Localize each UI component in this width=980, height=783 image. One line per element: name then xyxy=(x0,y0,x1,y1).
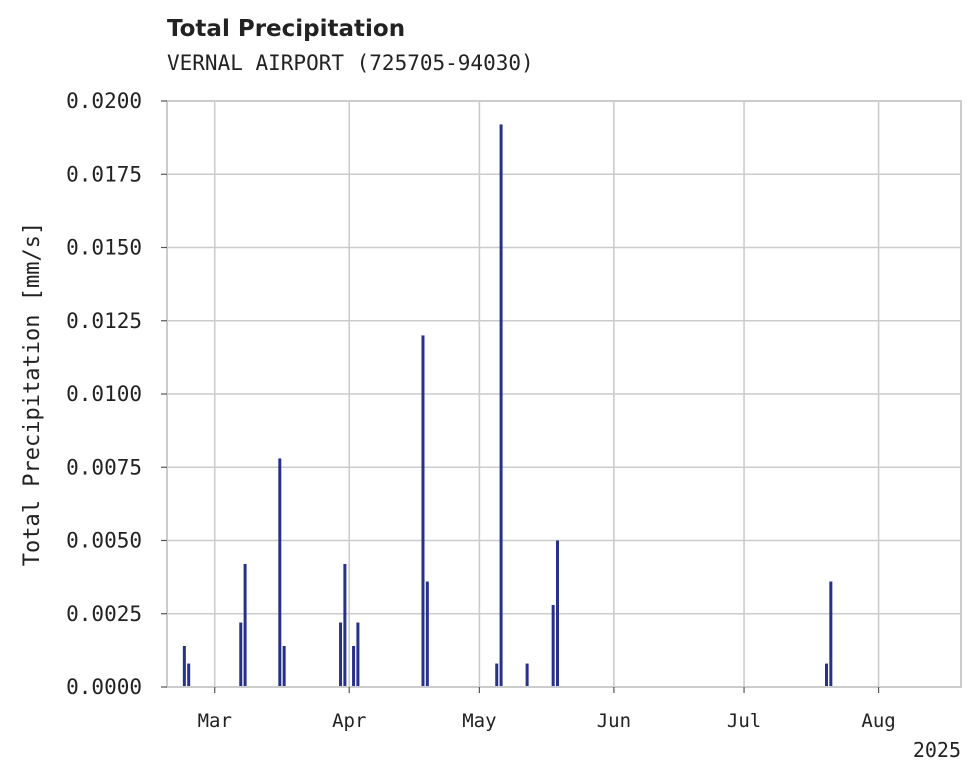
x-axis-ticks: Mar Apr May Jun Jul Aug xyxy=(198,687,896,732)
y-axis-label: Total Precipitation [mm/s] xyxy=(20,222,45,566)
x-tick-label: May xyxy=(462,710,496,732)
x-tick-label: Jul xyxy=(727,710,761,732)
y-tick-label: 0.0175 xyxy=(66,162,142,186)
precipitation-bar xyxy=(829,581,833,687)
y-tick-label: 0.0100 xyxy=(66,382,142,406)
y-tick-label: 0.0125 xyxy=(66,309,142,333)
y-tick-label: 0.0025 xyxy=(66,602,142,626)
precipitation-bar xyxy=(282,645,286,687)
x-tick-label: Mar xyxy=(198,710,232,732)
x-axis-year-label: 2025 xyxy=(913,738,961,762)
grid-lines xyxy=(167,100,961,688)
chart-title: Total Precipitation xyxy=(167,16,406,42)
precipitation-bar xyxy=(182,645,186,687)
precipitation-bar xyxy=(187,663,191,687)
x-tick-label: Apr xyxy=(332,710,366,732)
y-tick-label: 0.0000 xyxy=(66,675,142,699)
precipitation-bar xyxy=(525,663,529,687)
y-tick-label: 0.0200 xyxy=(66,89,142,113)
precipitation-bar xyxy=(352,645,356,687)
x-tick-label: Aug xyxy=(861,710,895,732)
precipitation-bar xyxy=(555,540,559,687)
y-tick-label: 0.0150 xyxy=(66,236,142,260)
precipitation-bar xyxy=(499,124,503,687)
precipitation-bar xyxy=(239,622,243,687)
y-axis-ticks: 0.0000 0.0025 0.0050 0.0075 0.0100 0.0125 0.01… xyxy=(66,89,167,699)
precipitation-bar xyxy=(425,581,429,687)
precipitation-bar xyxy=(824,663,828,687)
precipitation-bar xyxy=(495,663,499,687)
y-tick-label: 0.0075 xyxy=(66,455,142,479)
precipitation-bar xyxy=(243,563,247,687)
precipitation-bar xyxy=(278,458,282,687)
precipitation-bar xyxy=(551,604,555,687)
precipitation-bar xyxy=(421,335,425,687)
y-tick-label: 0.0050 xyxy=(66,529,142,553)
precipitation-bar xyxy=(343,563,347,687)
chart-subtitle: VERNAL AIRPORT (725705-94030) xyxy=(167,51,534,75)
precipitation-bar xyxy=(339,622,343,687)
x-tick-label: Jun xyxy=(597,710,631,732)
precipitation-bar xyxy=(356,622,360,687)
precipitation-bars xyxy=(182,124,833,687)
